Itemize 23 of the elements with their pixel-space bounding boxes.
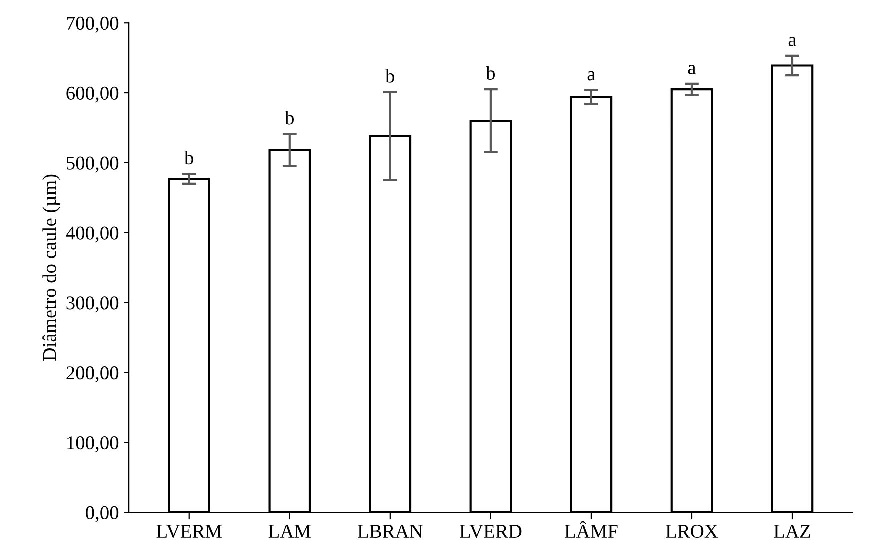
y-tick-label: 400,00 [66,226,119,243]
annotation: b [285,111,294,125]
x-tick-label: LBRAN [358,525,423,538]
x-tick-label: LAM [268,525,311,538]
annotation: a [788,37,797,46]
y-tick-label: 300,00 [66,296,119,313]
x-tick-label: LROX [666,525,718,538]
annotation: a [588,71,596,81]
x-tick-label: LAZ [774,525,810,538]
y-tick-label: 600,00 [66,86,119,103]
x-tick-label: LVERM [156,525,222,538]
annotation: a [688,65,696,74]
annotation: b [486,66,496,80]
x-tick-label: LVERD [460,525,522,538]
y-tick-label: 200,00 [66,366,119,382]
annotation: b [386,69,395,83]
x-tick-label: LÂMF [565,521,618,538]
annotation: b [184,150,194,165]
y-tick-label: 0,00 [86,506,119,522]
y-tick-label: 100,00 [68,436,119,452]
y-tick-label: 700,00 [67,16,119,33]
y-axis-title: Diâmetro do caule (µm) [42,174,60,362]
y-tick-label: 500,00 [66,156,119,173]
